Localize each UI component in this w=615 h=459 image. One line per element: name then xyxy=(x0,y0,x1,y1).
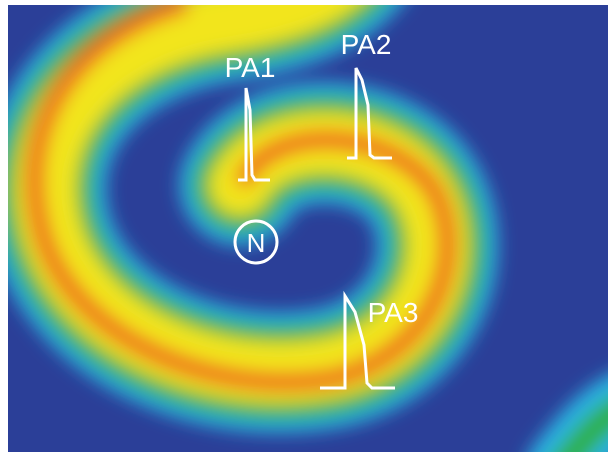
pa2-label: PA2 xyxy=(341,29,392,60)
pa3-label: PA3 xyxy=(368,297,419,328)
pa1-label: PA1 xyxy=(225,52,276,83)
spiral-wave-figure: N PA1 PA2 PA3 xyxy=(0,0,615,459)
page: {"labels": {"pa1": "PA1", "pa2": "PA2", … xyxy=(0,0,615,459)
center-label: N xyxy=(247,228,266,258)
wave-field: N PA1 PA2 PA3 xyxy=(0,0,615,459)
